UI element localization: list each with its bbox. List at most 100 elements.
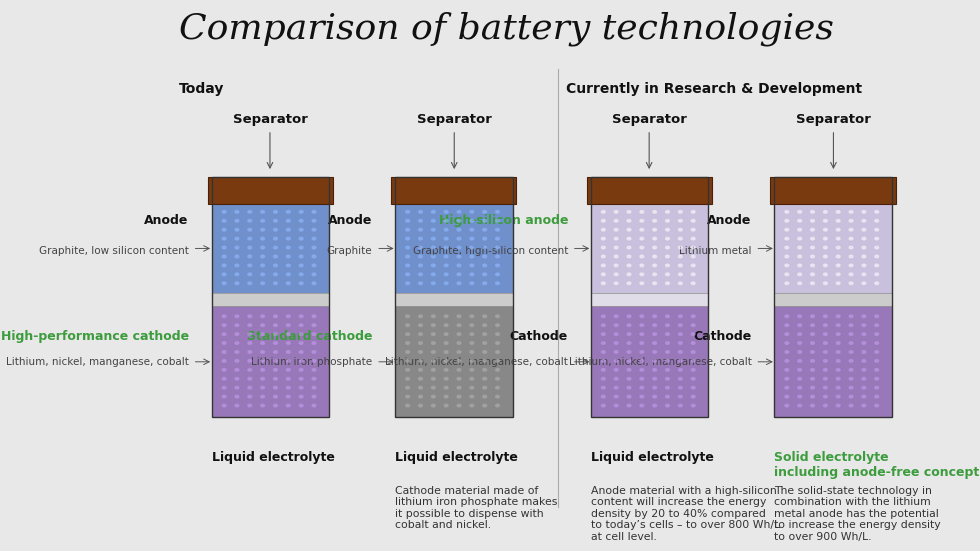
Circle shape [297,358,308,365]
Circle shape [665,210,669,213]
Circle shape [416,218,427,225]
Circle shape [483,377,487,380]
Circle shape [783,385,794,392]
Circle shape [284,227,295,234]
Circle shape [614,324,618,327]
Circle shape [638,322,649,330]
Circle shape [220,209,231,217]
Circle shape [796,349,807,356]
Circle shape [823,273,827,276]
Circle shape [834,358,845,365]
Circle shape [663,253,674,261]
Circle shape [431,219,435,222]
Circle shape [297,280,308,288]
Circle shape [798,333,802,336]
Circle shape [834,218,845,225]
Circle shape [493,236,505,244]
Circle shape [496,342,500,344]
Circle shape [496,324,500,327]
Circle shape [483,228,487,231]
Circle shape [665,342,669,344]
Circle shape [286,228,290,231]
Circle shape [785,273,789,276]
Circle shape [599,280,610,288]
Circle shape [872,358,883,365]
Circle shape [455,358,466,365]
Circle shape [836,264,840,267]
Circle shape [496,210,500,213]
Circle shape [404,322,415,330]
Circle shape [678,377,682,380]
Circle shape [429,340,440,348]
Circle shape [493,367,505,375]
Circle shape [222,395,226,398]
Circle shape [875,255,879,258]
Circle shape [638,376,649,383]
Circle shape [614,360,618,362]
Circle shape [849,282,853,285]
Circle shape [312,210,316,213]
Circle shape [259,331,270,339]
Circle shape [406,404,410,407]
Circle shape [625,280,636,288]
Circle shape [602,377,606,380]
Circle shape [418,386,422,389]
Circle shape [467,403,478,410]
Circle shape [431,246,435,249]
Circle shape [808,314,819,321]
Circle shape [653,360,657,362]
Circle shape [847,280,858,288]
Circle shape [651,331,662,339]
Circle shape [233,358,244,365]
Circle shape [836,404,840,407]
Circle shape [836,342,840,344]
Circle shape [496,255,500,258]
Circle shape [483,246,487,249]
Circle shape [271,349,282,356]
Circle shape [233,367,244,375]
Circle shape [602,264,606,267]
Circle shape [431,324,435,327]
Circle shape [783,218,794,225]
Circle shape [808,340,819,348]
Circle shape [418,342,422,344]
Circle shape [663,322,674,330]
Circle shape [821,376,832,383]
Circle shape [496,377,500,380]
Circle shape [872,227,883,234]
Circle shape [406,264,410,267]
Circle shape [651,394,662,401]
Circle shape [310,385,320,392]
Circle shape [299,246,303,249]
Circle shape [442,340,453,348]
Circle shape [875,386,879,389]
Text: Today: Today [179,83,224,96]
Circle shape [599,253,610,261]
Circle shape [246,358,257,365]
Circle shape [614,342,618,344]
Circle shape [483,404,487,407]
Circle shape [297,385,308,392]
Circle shape [602,369,606,371]
Circle shape [678,324,682,327]
Circle shape [444,369,448,371]
Circle shape [271,376,282,383]
Circle shape [859,236,870,244]
Circle shape [836,369,840,371]
Circle shape [416,367,427,375]
Circle shape [273,282,277,285]
Circle shape [299,369,303,371]
Circle shape [442,280,453,288]
Circle shape [612,280,623,288]
Circle shape [286,210,290,213]
Circle shape [418,395,422,398]
Circle shape [796,227,807,234]
Circle shape [222,360,226,362]
Circle shape [246,236,257,244]
Circle shape [246,209,257,217]
Circle shape [808,236,819,244]
Circle shape [785,246,789,249]
Circle shape [625,367,636,375]
Circle shape [638,385,649,392]
Circle shape [849,210,853,213]
